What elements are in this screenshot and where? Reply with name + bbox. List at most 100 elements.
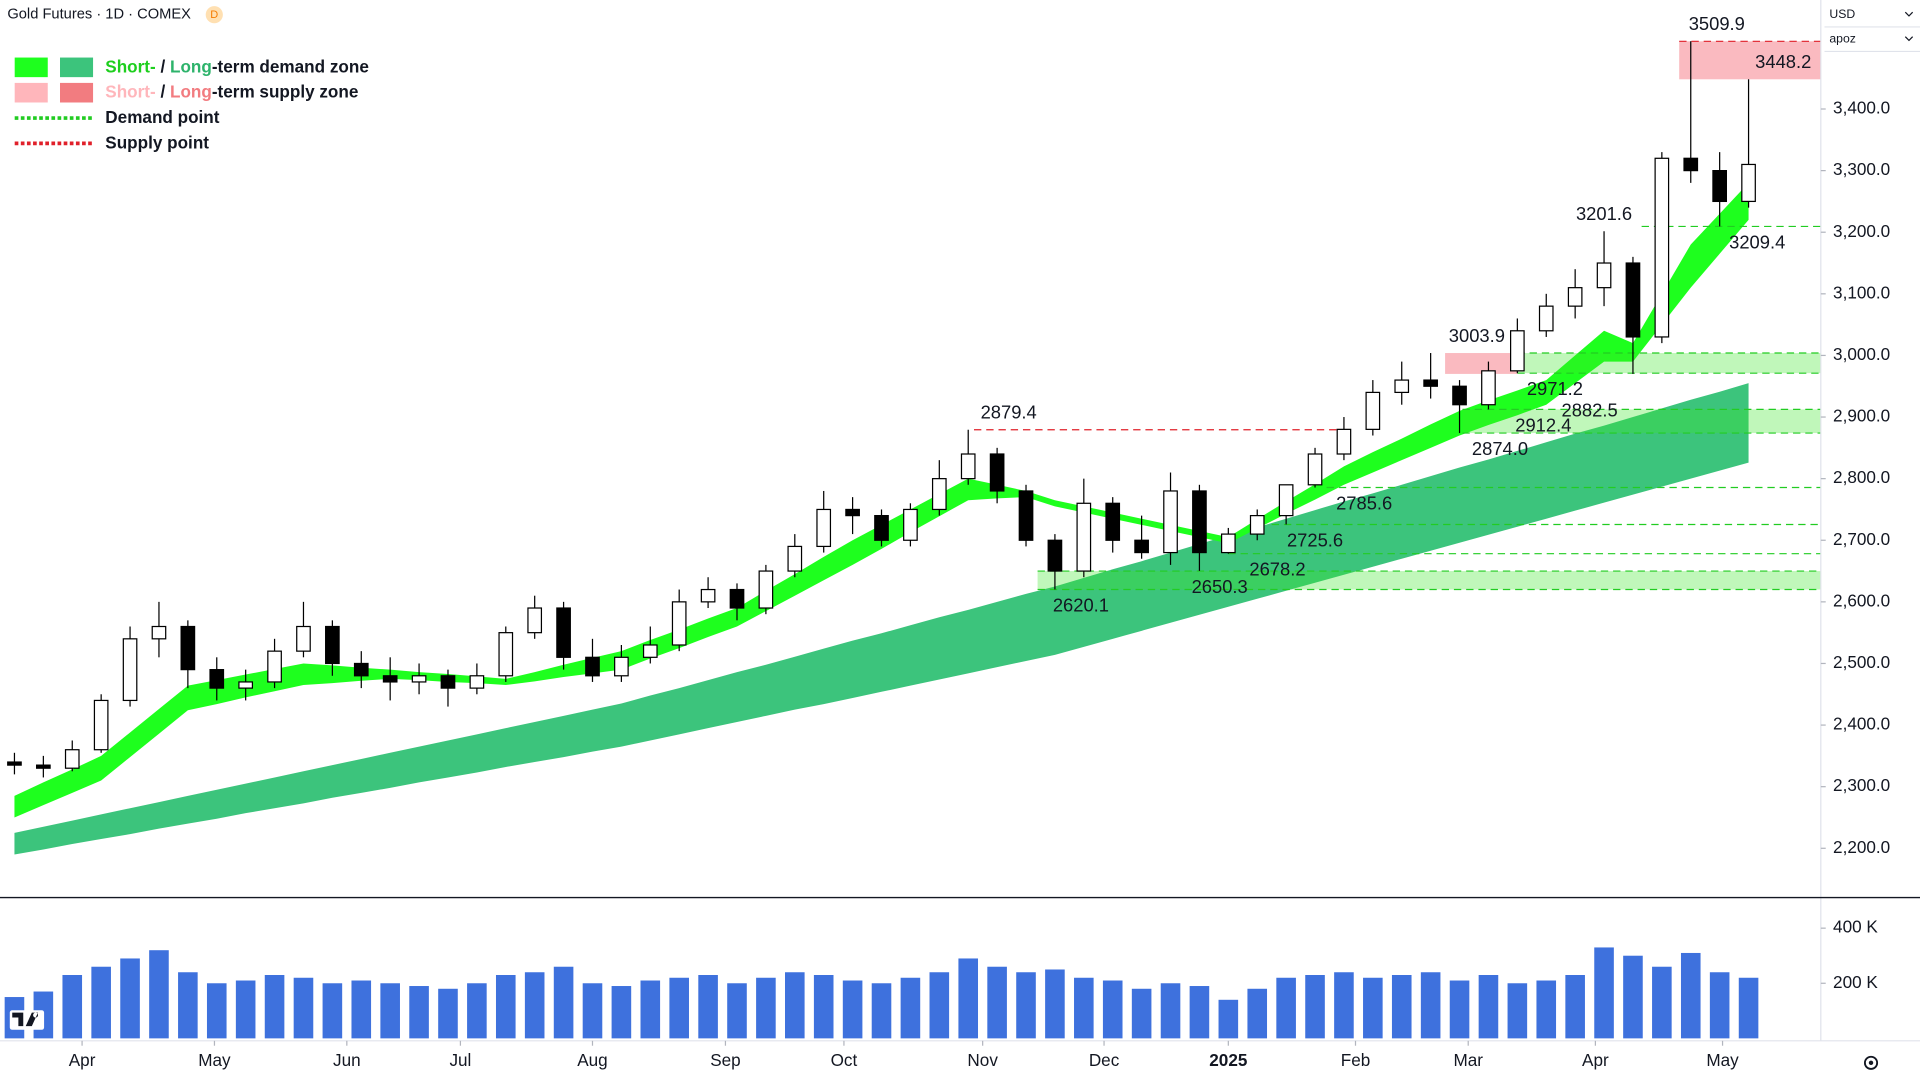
volume-bar	[524, 972, 545, 1039]
candle-body	[1683, 157, 1699, 172]
candle-body	[93, 699, 109, 751]
price-label: 2912.4	[1515, 414, 1571, 435]
volume-bar	[438, 988, 458, 1039]
volume-bar	[1536, 980, 1557, 1039]
volume-bar	[727, 983, 747, 1039]
price-label: 2650.3	[1192, 576, 1248, 597]
volume-bar	[871, 983, 892, 1039]
volume-bar	[1102, 980, 1123, 1039]
volume-bar	[1478, 975, 1499, 1039]
candle-body	[758, 570, 774, 609]
volume-bar	[1016, 972, 1036, 1039]
candle-body	[1365, 391, 1381, 430]
volume-bar	[929, 972, 950, 1039]
volume-bar	[1565, 975, 1585, 1039]
legend-part: Long	[170, 56, 212, 76]
badge: D	[210, 9, 218, 21]
volume-bar	[149, 950, 169, 1039]
candle-body	[1654, 157, 1670, 338]
volume-bar	[1247, 988, 1268, 1039]
candle-body	[122, 638, 138, 702]
y-tick-label: 2,700.0	[1833, 529, 1890, 549]
volume-bar	[495, 975, 516, 1039]
y-tick-label: 3,200.0	[1833, 221, 1890, 241]
y-tick-label: 2,200.0	[1833, 837, 1890, 857]
y-tick-label: 2,500.0	[1833, 652, 1890, 672]
candle-body	[238, 681, 254, 689]
price-label: 2882.5	[1562, 400, 1618, 421]
candle-body	[1336, 428, 1352, 455]
y-tick-label: 2,600.0	[1833, 590, 1890, 610]
candle-body	[1018, 490, 1034, 541]
price-label: 3003.9	[1449, 325, 1505, 346]
x-tick-label: Oct	[831, 1050, 858, 1070]
price-label: 3448.2	[1755, 51, 1811, 72]
volume-bar	[1189, 986, 1210, 1039]
candle-body	[729, 588, 745, 609]
legend-part: /	[156, 56, 170, 76]
legend-swatch	[60, 57, 94, 78]
demand-zone	[1462, 409, 1821, 434]
price-label: 2874.0	[1472, 438, 1528, 459]
candle-body	[209, 669, 225, 689]
supply-zone	[1445, 353, 1518, 374]
legend-swatch	[14, 57, 48, 78]
candle-body	[469, 675, 485, 689]
plot-area	[4, 40, 1821, 1039]
candle-body	[440, 675, 456, 689]
price-label: 2785.6	[1336, 493, 1392, 514]
volume-bar	[467, 983, 487, 1039]
x-tick-label: Mar	[1453, 1050, 1483, 1070]
candle-body	[353, 662, 369, 677]
candle-body	[1076, 502, 1092, 572]
candle-body	[325, 625, 340, 665]
volume-bar	[1363, 977, 1383, 1039]
candle-body	[700, 588, 716, 603]
candle-body	[151, 625, 167, 640]
legend-part: -term supply zone	[212, 81, 359, 101]
candle-body	[1712, 170, 1728, 203]
volume-bar	[264, 975, 285, 1039]
volume-bar	[813, 975, 834, 1039]
volume-bar	[91, 966, 111, 1039]
legend-part: /	[156, 81, 170, 101]
volume-bar	[1074, 977, 1094, 1039]
candle-body	[671, 601, 687, 646]
x-tick-label: Jul	[449, 1050, 471, 1070]
profile[interactable]: apoz	[1829, 31, 1856, 45]
candle-body	[1509, 330, 1525, 372]
legend-part: Long	[170, 81, 212, 101]
candle-body	[36, 764, 51, 769]
legend-text: Demand point	[105, 107, 219, 127]
volume-bar	[1738, 977, 1759, 1039]
volume-tick-label: 200 K	[1833, 972, 1878, 992]
candle-body	[1105, 502, 1121, 541]
legend-part: Demand point	[105, 107, 219, 127]
candle-body	[7, 761, 22, 766]
candle-body	[1278, 484, 1294, 517]
candle-body	[411, 675, 427, 683]
tv-logo	[9, 1010, 45, 1030]
axes: 2,200.0 2,300.0 2,400.0 2,500.0 2,600.0 2,700…	[69, 98, 1890, 1071]
candle-body	[1249, 514, 1265, 535]
x-tick-label: May	[1706, 1050, 1739, 1070]
volume-bar	[1131, 988, 1152, 1039]
chart-title: Gold Futures · 1D · COMEX	[7, 7, 191, 23]
volume-bar	[380, 983, 400, 1039]
candle-body	[585, 656, 600, 677]
badge-bg	[205, 6, 223, 24]
candle-body	[1163, 490, 1178, 554]
candle-body	[1452, 385, 1467, 406]
currency[interactable]: USD	[1829, 7, 1855, 21]
y-tick-label: 3,100.0	[1833, 282, 1890, 302]
volume-bar	[1594, 947, 1614, 1039]
y-tick-label: 2,800.0	[1833, 467, 1890, 487]
candle-body	[903, 508, 918, 541]
legend-text: Short- / Long-term demand zone	[105, 56, 369, 76]
settings-icon[interactable]	[1863, 1055, 1879, 1070]
candle-body	[556, 607, 571, 658]
x-tick-label: Apr	[69, 1050, 96, 1070]
volume-bar	[235, 980, 256, 1039]
candle-body	[1307, 453, 1323, 486]
